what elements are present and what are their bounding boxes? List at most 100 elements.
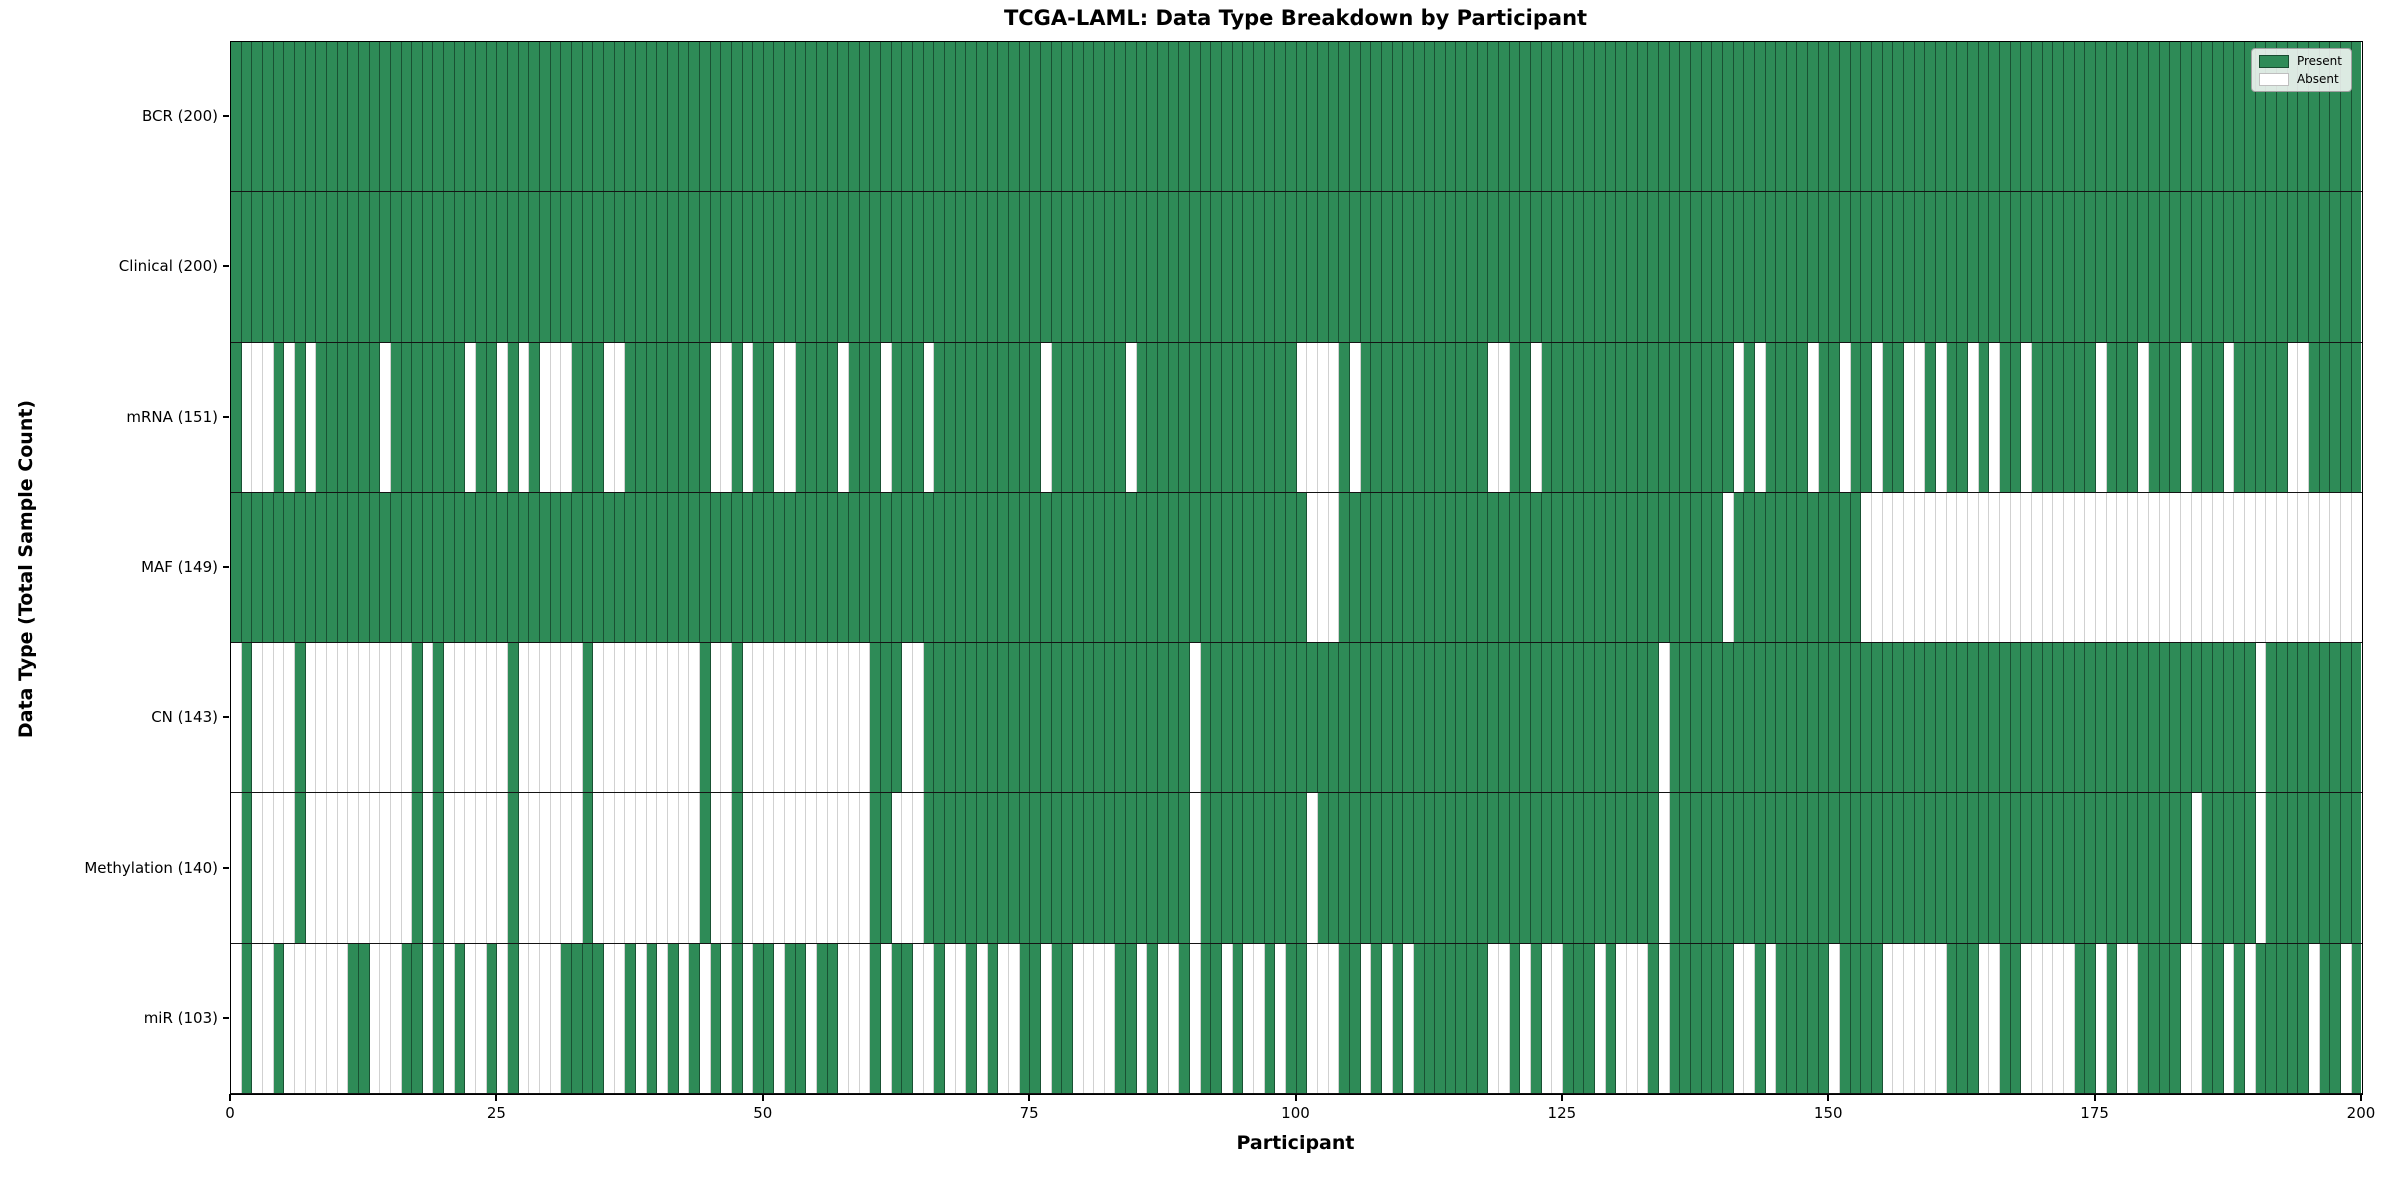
matrix-cell [273, 42, 285, 192]
matrix-cell [699, 943, 711, 1093]
matrix-cell [1307, 492, 1318, 643]
matrix-cell [2245, 643, 2256, 793]
matrix-cell [1222, 643, 1233, 793]
matrix-cell [252, 643, 263, 793]
matrix-cell [348, 342, 359, 492]
matrix-cell [678, 492, 690, 643]
matrix-cell [2085, 643, 2096, 793]
matrix-cell [1307, 943, 1318, 1093]
matrix-cell [2234, 42, 2246, 192]
matrix-cell [2266, 42, 2277, 192]
matrix-cell [252, 793, 263, 943]
matrix-cell [540, 793, 551, 943]
matrix-cell [1712, 492, 1723, 643]
matrix-cell [1211, 492, 1223, 643]
matrix-cell [262, 643, 274, 793]
matrix-cell [305, 943, 317, 1093]
matrix-cell [1190, 793, 1201, 943]
matrix-cell [1126, 192, 1137, 342]
matrix-cell [2149, 42, 2160, 192]
matrix-cell [1456, 342, 1468, 492]
matrix-cell [1616, 342, 1627, 492]
matrix-cell [444, 943, 455, 1093]
matrix-cell [689, 192, 700, 342]
matrix-cell [433, 342, 445, 492]
matrix-cell [1808, 793, 1819, 943]
matrix-cell [1499, 943, 1510, 1093]
matrix-cell [731, 793, 743, 943]
matrix-cell [1083, 492, 1095, 643]
matrix-cell [2319, 342, 2331, 492]
matrix-cell [955, 192, 967, 342]
matrix-cell [1285, 793, 1297, 943]
matrix-cell [827, 192, 839, 342]
matrix-cell [572, 643, 583, 793]
matrix-cell [923, 943, 935, 1093]
matrix-cell [1701, 793, 1713, 943]
matrix-cell [1254, 42, 1265, 192]
matrix-cell [1531, 793, 1542, 943]
matrix-cell [1381, 492, 1393, 643]
matrix-cell [2234, 643, 2246, 793]
matrix-cell [1008, 943, 1020, 1093]
matrix-cell [1829, 643, 1841, 793]
matrix-cell [508, 793, 519, 943]
matrix-cell [540, 492, 551, 643]
x-tick-mark [229, 1094, 231, 1101]
matrix-cell [1328, 342, 1340, 492]
matrix-cell [1669, 643, 1681, 793]
matrix-cell [1626, 793, 1638, 943]
y-tick-mark [223, 716, 229, 719]
matrix-cell [1424, 192, 1436, 342]
matrix-cell [966, 342, 977, 492]
matrix-cell [1456, 42, 1468, 192]
matrix-cell [2159, 793, 2171, 943]
matrix-cell [1658, 342, 1670, 492]
matrix-cell [944, 643, 956, 793]
matrix-cell [262, 342, 274, 492]
matrix-cell [1989, 643, 2000, 793]
matrix-cell [1989, 192, 2000, 342]
matrix-cell [529, 192, 541, 342]
matrix-cell [774, 943, 786, 1093]
matrix-cell [1818, 492, 1830, 643]
matrix-cell [529, 342, 541, 492]
matrix-cell [849, 192, 860, 342]
matrix-cell [1360, 492, 1372, 643]
matrix-cell [294, 643, 306, 793]
matrix-cell [1158, 492, 1169, 643]
matrix-cell [1200, 42, 1212, 192]
matrix-cell [646, 192, 658, 342]
matrix-cell [305, 492, 317, 643]
matrix-cell [2021, 192, 2032, 342]
matrix-cell [774, 192, 786, 342]
matrix-cell [529, 492, 541, 643]
matrix-cell [294, 793, 306, 943]
matrix-cell [1371, 943, 1382, 1093]
matrix-cell [806, 793, 818, 943]
matrix-cell [1424, 342, 1436, 492]
matrix-cell [2351, 793, 2362, 943]
matrix-cell [667, 342, 679, 492]
matrix-cell [1552, 943, 1564, 1093]
matrix-cell [870, 342, 882, 492]
matrix-cell [1776, 42, 1787, 192]
matrix-cell [2340, 342, 2352, 492]
matrix-cell [1850, 643, 1862, 793]
matrix-cell [1403, 643, 1414, 793]
matrix-cell [1168, 342, 1180, 492]
matrix-cell [2170, 943, 2182, 1093]
matrix-cell [657, 492, 668, 643]
matrix-cell [593, 492, 604, 643]
matrix-cell [2085, 943, 2096, 1093]
matrix-cell [2063, 943, 2075, 1093]
matrix-cell [785, 42, 796, 192]
matrix-cell [2319, 42, 2331, 192]
matrix-cell [231, 943, 242, 1093]
matrix-cell [1648, 793, 1659, 943]
matrix-cell [2351, 42, 2362, 192]
matrix-cell [1317, 793, 1329, 943]
matrix-cell [1467, 42, 1478, 192]
matrix-cell [2266, 192, 2277, 342]
x-tick-mark [2093, 1094, 2096, 1101]
